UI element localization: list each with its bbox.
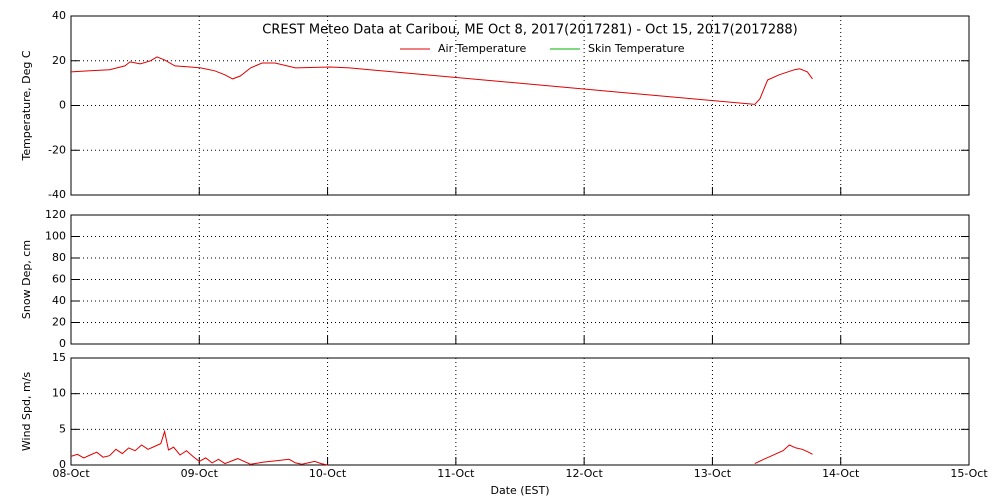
x-tick-label: 14-Oct xyxy=(822,467,860,480)
y-tick-label: 0 xyxy=(59,99,66,112)
plot-frame xyxy=(70,214,970,345)
x-tick-label: 10-Oct xyxy=(309,467,347,480)
x-tick-label: 12-Oct xyxy=(565,467,603,480)
y-axis-label: Temperature, Deg C xyxy=(20,50,33,161)
y-axis-label: Wind Spd, m/s xyxy=(20,372,33,452)
y-tick-label: 40 xyxy=(52,294,66,307)
chart-title: CREST Meteo Data at Caribou, ME Oct 8, 2… xyxy=(262,23,797,38)
plot-frame xyxy=(70,357,970,466)
series-line xyxy=(70,56,813,105)
y-tick-label: 0 xyxy=(59,337,66,350)
y-tick-label: 20 xyxy=(52,316,66,329)
y-tick-label: 0 xyxy=(59,458,66,471)
y-tick-label: 5 xyxy=(59,422,66,435)
x-tick-label: 13-Oct xyxy=(694,467,732,480)
legend-label: Air Temperature xyxy=(438,42,527,55)
x-tick-label: 08-Oct xyxy=(52,467,90,480)
x-tick-label: 15-Oct xyxy=(950,467,988,480)
y-tick-label: 120 xyxy=(45,208,66,221)
y-tick-label: -20 xyxy=(48,143,66,156)
y-tick-label: -40 xyxy=(48,188,66,201)
y-tick-label: 15 xyxy=(52,351,66,364)
y-tick-label: 60 xyxy=(52,273,66,286)
series-line xyxy=(70,429,328,466)
y-tick-label: 80 xyxy=(52,251,66,264)
legend-label: Skin Temperature xyxy=(588,42,685,55)
x-axis-label: Date (EST) xyxy=(490,484,549,497)
x-tick-label: 11-Oct xyxy=(437,467,475,480)
y-tick-label: 100 xyxy=(45,230,66,243)
y-axis-label: Snow Dep, cm xyxy=(20,240,33,319)
x-tick-label: 09-Oct xyxy=(181,467,219,480)
y-tick-label: 10 xyxy=(52,387,66,400)
plot-frame xyxy=(70,15,970,196)
y-tick-label: 40 xyxy=(52,9,66,22)
y-tick-label: 20 xyxy=(52,54,66,67)
series-line xyxy=(754,444,813,465)
